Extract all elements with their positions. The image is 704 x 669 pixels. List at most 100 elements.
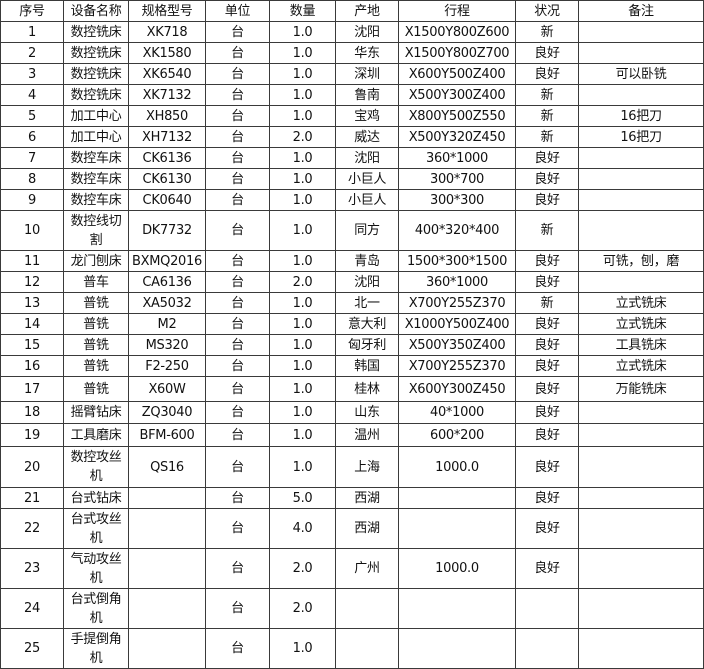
- cell-remarks: 可铣，刨，磨: [578, 250, 704, 272]
- cell-condition: 新: [515, 292, 579, 314]
- table-row: 3 数控铣床 XK6540 台 1.0 深圳 X600Y500Z400 良好 可以卧铣: [0, 63, 704, 85]
- cell-model: XK718: [128, 21, 206, 43]
- cell-condition: 良好: [515, 168, 579, 190]
- cell-origin: 北一: [335, 292, 399, 314]
- cell-index: 2: [0, 42, 64, 64]
- cell-index: 16: [0, 355, 64, 377]
- cell-travel: 300*300: [398, 189, 516, 211]
- cell-remarks: [578, 628, 704, 669]
- cell-unit: 台: [205, 401, 270, 424]
- cell-origin: 深圳: [335, 63, 399, 85]
- cell-origin: 沈阳: [335, 21, 399, 43]
- cell-name: 摇臂钻床: [63, 401, 129, 424]
- cell-travel: X700Y255Z370: [398, 355, 516, 377]
- header-col-condition: 状况: [515, 0, 579, 22]
- cell-origin: 山东: [335, 401, 399, 424]
- cell-name: 数控铣床: [63, 21, 129, 43]
- cell-index: 17: [0, 376, 64, 402]
- table-row: 23 气动攻丝机 台 2.0 广州 1000.0 良好: [0, 548, 704, 589]
- cell-travel: [398, 588, 516, 629]
- cell-name: 数控车床: [63, 189, 129, 211]
- cell-unit: 台: [205, 376, 270, 402]
- cell-quantity: 1.0: [269, 376, 336, 402]
- cell-quantity: 1.0: [269, 401, 336, 424]
- cell-quantity: 1.0: [269, 628, 336, 669]
- cell-index: 19: [0, 423, 64, 447]
- cell-name: 普铣: [63, 334, 129, 356]
- cell-model: QS16: [128, 446, 206, 488]
- cell-travel: X700Y255Z370: [398, 292, 516, 314]
- cell-model: [128, 487, 206, 509]
- cell-index: 6: [0, 126, 64, 148]
- cell-travel: X1000Y500Z400: [398, 313, 516, 335]
- cell-remarks: [578, 487, 704, 509]
- cell-name: 数控铣床: [63, 84, 129, 106]
- cell-quantity: 1.0: [269, 292, 336, 314]
- cell-origin: 广州: [335, 548, 399, 589]
- cell-condition: 良好: [515, 355, 579, 377]
- cell-remarks: 立式铣床: [578, 355, 704, 377]
- cell-condition: 新: [515, 105, 579, 127]
- cell-remarks: [578, 84, 704, 106]
- cell-name: 台式攻丝机: [63, 508, 129, 549]
- cell-index: 23: [0, 548, 64, 589]
- cell-name: 气动攻丝机: [63, 548, 129, 589]
- cell-remarks: 立式铣床: [578, 313, 704, 335]
- cell-origin: 意大利: [335, 313, 399, 335]
- cell-travel: 1500*300*1500: [398, 250, 516, 272]
- table-row: 11 龙门刨床 BXMQ2016 台 1.0 青岛 1500*300*1500 良好 可铣，刨，…: [0, 250, 704, 272]
- cell-model: BFM-600: [128, 423, 206, 447]
- cell-index: 9: [0, 189, 64, 211]
- cell-model: MS320: [128, 334, 206, 356]
- cell-model: ZQ3040: [128, 401, 206, 424]
- cell-index: 12: [0, 271, 64, 293]
- cell-origin: 匈牙利: [335, 334, 399, 356]
- cell-model: DK7732: [128, 210, 206, 251]
- cell-travel: X500Y350Z400: [398, 334, 516, 356]
- cell-condition: [515, 628, 579, 669]
- table-row: 17 普铣 X60W 台 1.0 桂林 X600Y300Z450 良好 万能铣床: [0, 376, 704, 402]
- cell-origin: 同方: [335, 210, 399, 251]
- cell-name: 数控车床: [63, 168, 129, 190]
- cell-unit: 台: [205, 21, 270, 43]
- cell-quantity: 1.0: [269, 21, 336, 43]
- table-row: 4 数控铣床 XK7132 台 1.0 鲁南 X500Y300Z400 新: [0, 84, 704, 106]
- cell-model: X60W: [128, 376, 206, 402]
- cell-travel: 360*1000: [398, 147, 516, 169]
- cell-name: 手提倒角机: [63, 628, 129, 669]
- cell-model: CK0640: [128, 189, 206, 211]
- cell-quantity: 1.0: [269, 334, 336, 356]
- cell-quantity: 1.0: [269, 105, 336, 127]
- cell-name: 普铣: [63, 355, 129, 377]
- cell-unit: 台: [205, 423, 270, 447]
- header-col-unit: 单位: [205, 0, 270, 22]
- cell-unit: 台: [205, 313, 270, 335]
- cell-origin: 沈阳: [335, 271, 399, 293]
- cell-remarks: [578, 423, 704, 447]
- cell-origin: [335, 628, 399, 669]
- cell-remarks: [578, 271, 704, 293]
- table-row: 2 数控铣床 XK1580 台 1.0 华东 X1500Y800Z700 良好: [0, 42, 704, 64]
- cell-unit: 台: [205, 126, 270, 148]
- cell-name: 台式钻床: [63, 487, 129, 509]
- header-col-origin: 产地: [335, 0, 399, 22]
- cell-quantity: 1.0: [269, 313, 336, 335]
- cell-index: 4: [0, 84, 64, 106]
- cell-unit: 台: [205, 487, 270, 509]
- cell-index: 13: [0, 292, 64, 314]
- cell-unit: 台: [205, 105, 270, 127]
- cell-condition: 新: [515, 126, 579, 148]
- cell-model: CK6130: [128, 168, 206, 190]
- cell-unit: 台: [205, 189, 270, 211]
- cell-travel: 600*200: [398, 423, 516, 447]
- cell-remarks: 可以卧铣: [578, 63, 704, 85]
- cell-remarks: 16把刀: [578, 126, 704, 148]
- cell-travel: X600Y300Z450: [398, 376, 516, 402]
- cell-travel: [398, 487, 516, 509]
- cell-origin: 桂林: [335, 376, 399, 402]
- cell-origin: 小巨人: [335, 189, 399, 211]
- cell-remarks: [578, 42, 704, 64]
- cell-model: XH7132: [128, 126, 206, 148]
- cell-model: XK1580: [128, 42, 206, 64]
- cell-model: BXMQ2016: [128, 250, 206, 272]
